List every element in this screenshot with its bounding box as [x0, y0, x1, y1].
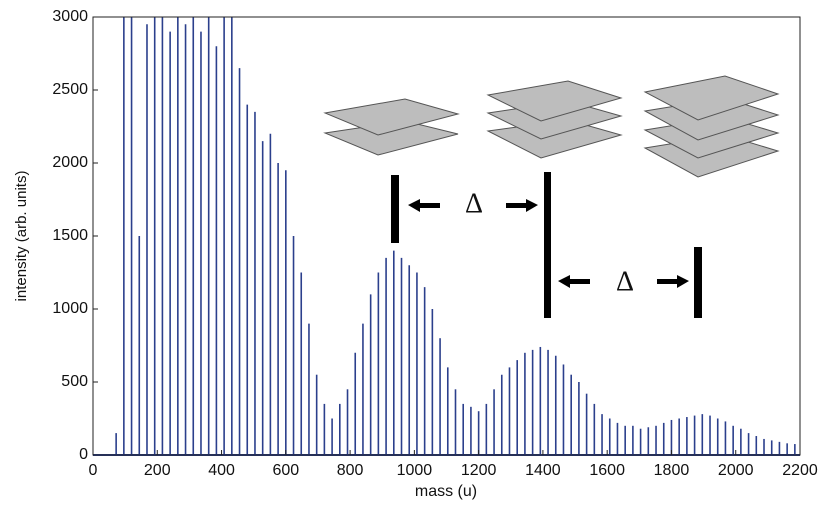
- marker-bar: [544, 172, 551, 318]
- y-axis-label: intensity (arb. units): [13, 171, 30, 302]
- x-tick-label: 400: [208, 462, 235, 479]
- y-tick-label: 1500: [52, 227, 88, 244]
- annotation: Δ: [616, 266, 634, 297]
- y-tick-label: 3000: [52, 8, 88, 25]
- x-tick-label: 2200: [782, 462, 818, 479]
- marker-bar: [694, 247, 702, 318]
- y-tick-label: 0: [79, 446, 88, 463]
- marker-bar: [391, 175, 399, 243]
- x-tick-label: 1800: [654, 462, 690, 479]
- annotation: Δ: [465, 188, 483, 219]
- x-tick-label: 200: [144, 462, 171, 479]
- x-tick-label: 1600: [589, 462, 625, 479]
- y-tick-label: 2000: [52, 154, 88, 171]
- x-tick-label: 0: [89, 462, 98, 479]
- plot-area: [93, 17, 800, 456]
- x-tick-label: 1200: [461, 462, 497, 479]
- y-tick-label: 2500: [52, 81, 88, 98]
- x-tick-label: 2000: [718, 462, 754, 479]
- x-tick-label: 1400: [525, 462, 561, 479]
- arrow: [408, 199, 440, 212]
- sheet: [486, 80, 623, 122]
- x-tick-label: 600: [272, 462, 299, 479]
- arrow: [558, 275, 590, 288]
- y-tick-label: 500: [61, 373, 88, 390]
- inset: Δ Δ: [323, 75, 780, 318]
- x-tick-label: 1000: [397, 462, 433, 479]
- arrow: [506, 199, 538, 212]
- sheet: [323, 98, 460, 136]
- y-tick-label: 1000: [52, 300, 88, 317]
- arrow: [657, 275, 689, 288]
- x-tick-label: 800: [337, 462, 364, 479]
- x-axis-label: mass (u): [415, 483, 477, 500]
- sheet: [643, 75, 780, 121]
